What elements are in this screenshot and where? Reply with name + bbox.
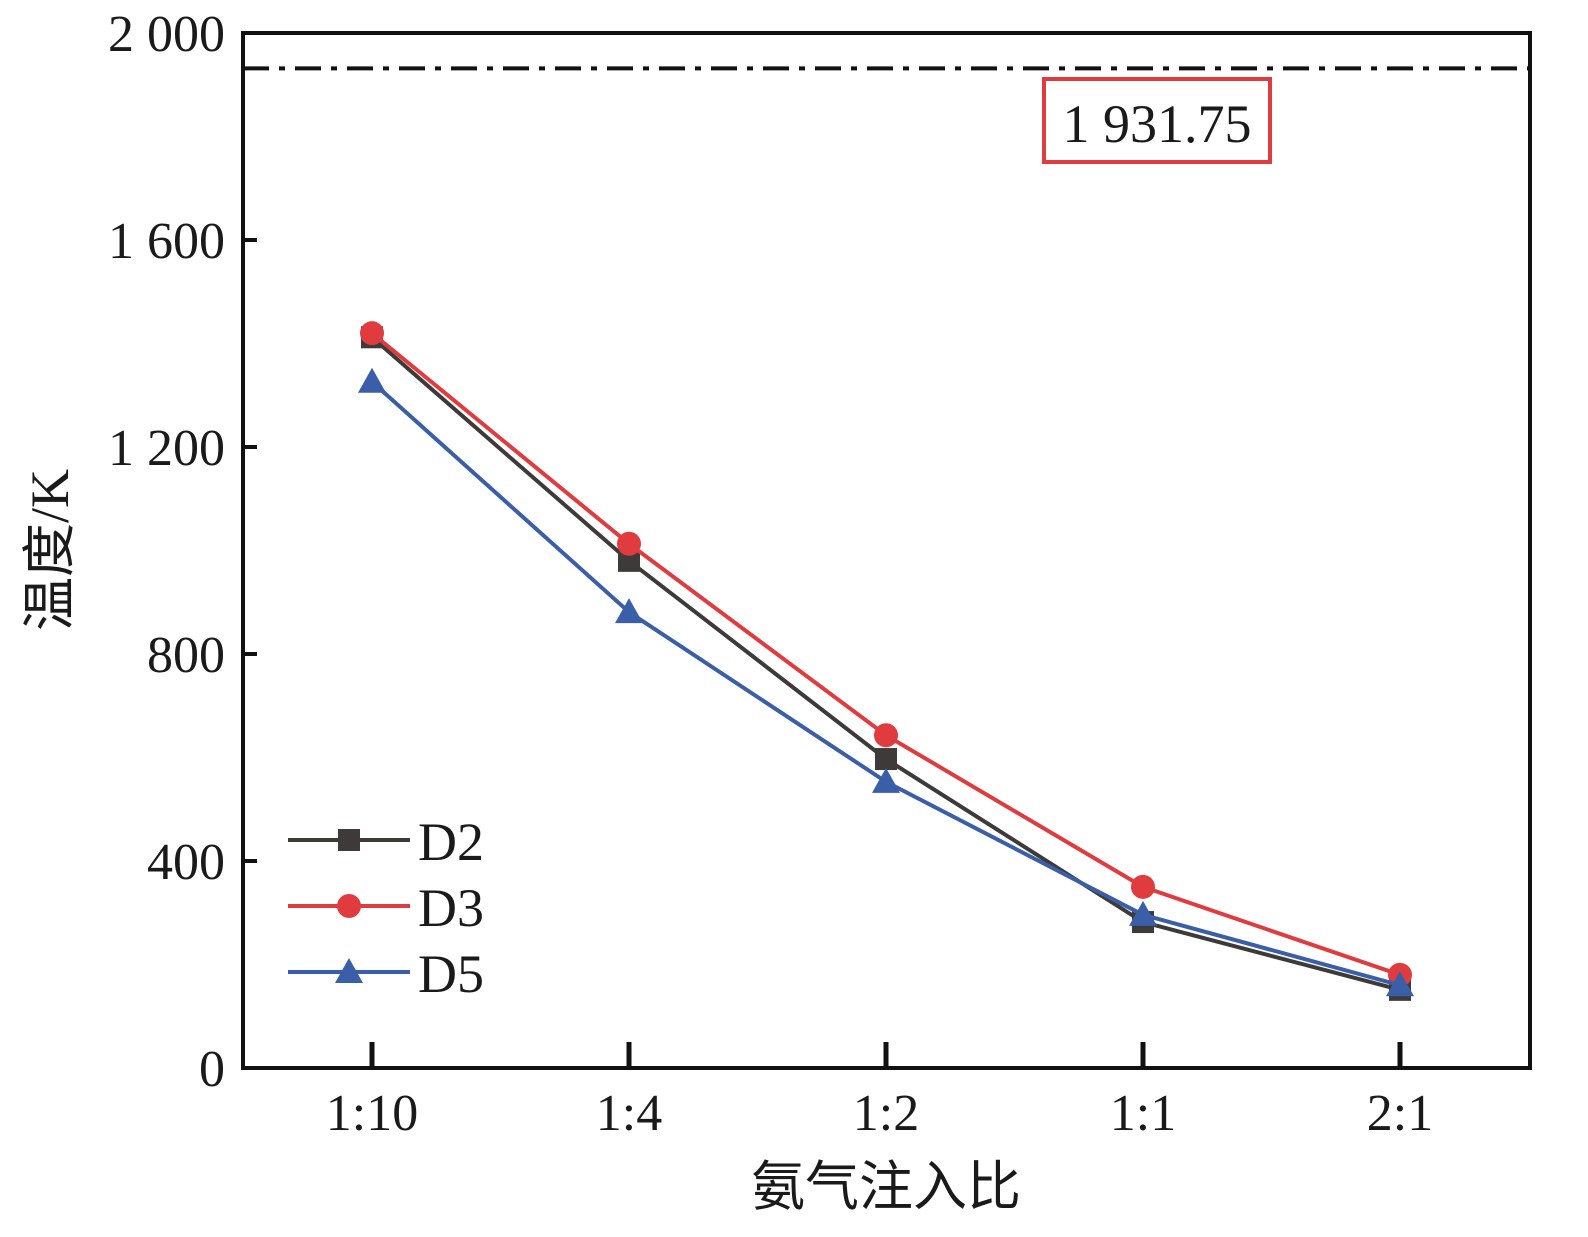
- series-line-d2: [370, 335, 1401, 992]
- data-point-d2: [875, 748, 897, 771]
- data-point-d3: [1131, 874, 1155, 899]
- y-tick-label: 400: [147, 834, 225, 891]
- x-tick-label: 1:2: [853, 1085, 919, 1142]
- y-tick-label: 800: [147, 627, 225, 684]
- x-tick-label: 1:4: [596, 1085, 662, 1142]
- x-axis-label: 氨气注入比: [751, 1157, 1021, 1217]
- y-tick-label: 1 200: [108, 420, 225, 477]
- y-axis-label: 温度/K: [20, 469, 80, 631]
- data-point-d2: [618, 549, 640, 572]
- legend-marker: [337, 894, 361, 918]
- y-tick-label: 1 600: [108, 213, 225, 270]
- legend-label: D5: [418, 944, 484, 1004]
- data-point-d5: [358, 367, 386, 393]
- y-tick-label: 0: [199, 1041, 225, 1098]
- legend-marker: [338, 829, 360, 851]
- x-tick-label: 2:1: [1367, 1085, 1433, 1142]
- x-tick-label: 1:1: [1110, 1085, 1176, 1142]
- data-point-d3: [617, 531, 641, 556]
- legend-marker: [335, 958, 363, 983]
- x-tick-label: 1:10: [326, 1085, 418, 1142]
- series-line-d3: [370, 331, 1401, 977]
- reference-label: 1 931.75: [1063, 94, 1252, 154]
- data-point-d3: [360, 321, 384, 346]
- reference-label-box: [1042, 77, 1272, 164]
- data-point-d5: [872, 767, 900, 793]
- y-tick-label: 2 000: [108, 6, 225, 63]
- data-point-d5: [615, 598, 643, 624]
- legend-label: D3: [418, 878, 484, 938]
- data-point-d5: [1386, 971, 1414, 997]
- data-point-d3: [874, 723, 898, 748]
- data-point-d5: [1129, 900, 1157, 926]
- legend-label: D2: [418, 812, 484, 872]
